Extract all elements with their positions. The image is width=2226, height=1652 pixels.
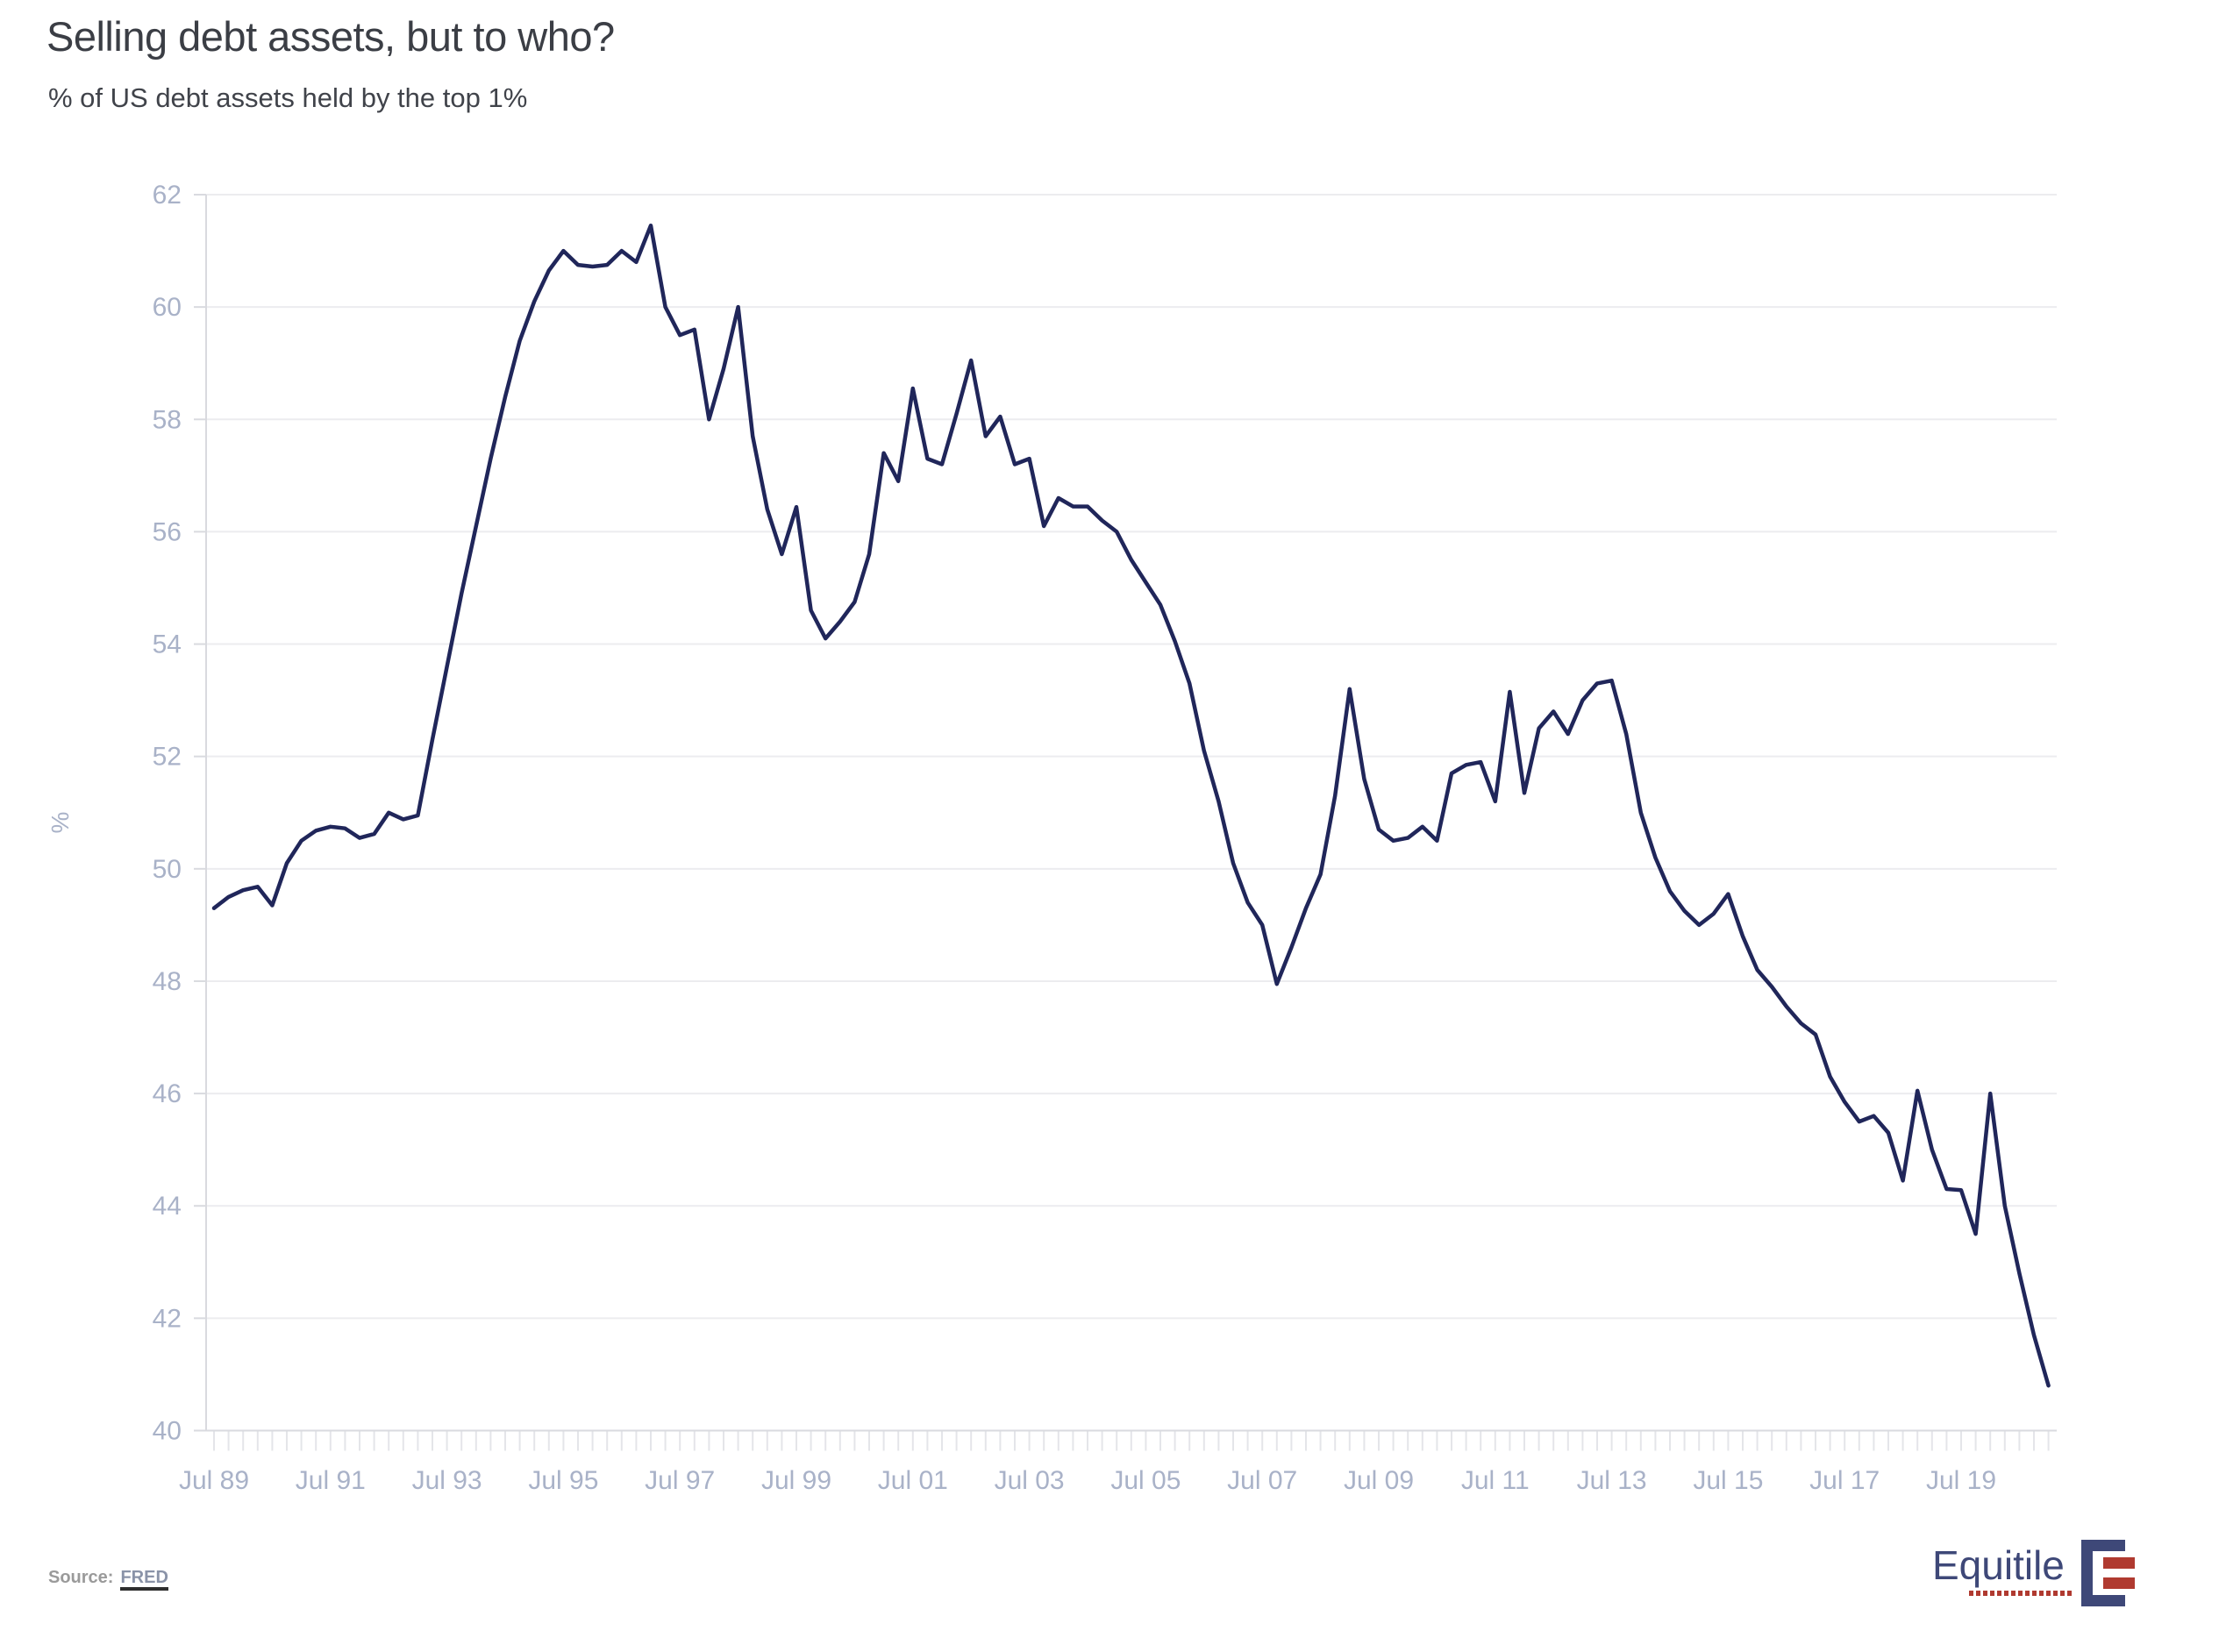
x-tick-label: Jul 01 — [878, 1466, 948, 1495]
equitile-logo: Equitile — [1932, 1540, 2135, 1606]
x-tick-label: Jul 93 — [412, 1466, 482, 1495]
x-tick-label: Jul 05 — [1110, 1466, 1181, 1495]
y-tick-label: 58 — [153, 405, 182, 434]
x-tick-label: Jul 19 — [1926, 1466, 1996, 1495]
equitile-logo-tagline — [1969, 1591, 2073, 1596]
page-title: Selling debt assets, but to who? — [46, 13, 615, 60]
y-tick-label: 60 — [153, 293, 182, 322]
x-tick-label: Jul 91 — [296, 1466, 366, 1495]
source-label: Source: — [48, 1568, 114, 1587]
source-note: Source: FRED — [48, 1568, 168, 1591]
x-tick-label: Jul 15 — [1693, 1466, 1763, 1495]
x-tick-label: Jul 11 — [1461, 1466, 1530, 1495]
series-line — [211, 223, 2051, 1388]
x-tick-label: Jul 09 — [1344, 1466, 1414, 1495]
y-tick-label: 48 — [153, 967, 182, 996]
y-tick-label: 54 — [153, 630, 182, 659]
y-tick-label: 46 — [153, 1079, 182, 1108]
y-tick-label: 40 — [153, 1417, 182, 1446]
x-tick-label: Jul 03 — [995, 1466, 1065, 1495]
x-tick-label: Jul 99 — [761, 1466, 831, 1495]
equitile-logo-mark-icon — [2081, 1540, 2135, 1606]
equitile-logo-word: Equitile — [1932, 1542, 2065, 1588]
x-tick-label: Jul 17 — [1809, 1466, 1880, 1495]
y-tick-label: 44 — [153, 1192, 182, 1221]
page-subtitle: % of US debt assets held by the top 1% — [48, 82, 528, 113]
y-tick-label: 56 — [153, 517, 182, 546]
x-tick-label: Jul 95 — [528, 1466, 598, 1495]
x-tick-label: Jul 97 — [645, 1466, 715, 1495]
y-tick-label: 62 — [153, 181, 182, 210]
y-axis-title: % — [46, 812, 74, 834]
source-fred-link[interactable]: FRED — [120, 1568, 168, 1591]
y-tick-label: 42 — [153, 1304, 182, 1333]
y-tick-label: 52 — [153, 743, 182, 772]
y-tick-label: 50 — [153, 855, 182, 884]
x-tick-label: Jul 07 — [1227, 1466, 1297, 1495]
x-tick-label: Jul 13 — [1577, 1466, 1647, 1495]
x-tick-label: Jul 89 — [179, 1466, 249, 1495]
